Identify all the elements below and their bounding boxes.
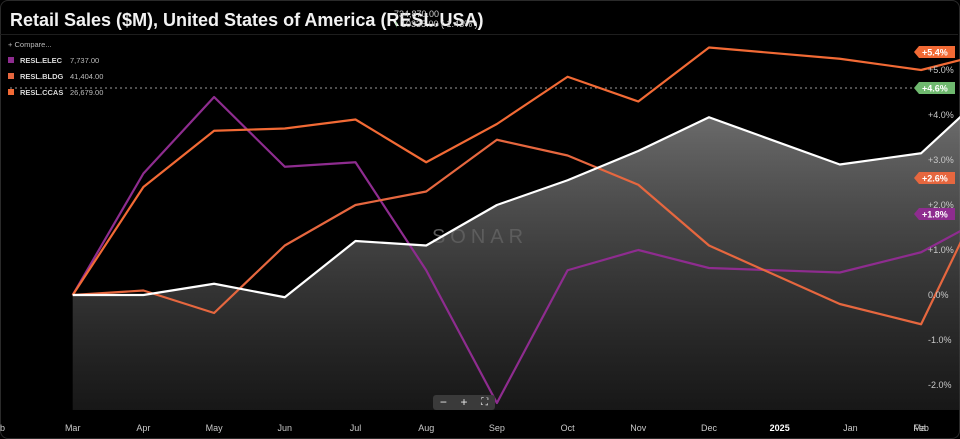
end-value-badge (914, 172, 955, 184)
compare-label: Compare... (14, 40, 52, 49)
series-line-resl-elec (71, 95, 960, 405)
fit-icon[interactable]: ⛶ (481, 397, 489, 408)
legend-swatch (8, 73, 14, 79)
end-value-badge (914, 46, 955, 58)
end-value-badge (914, 82, 955, 94)
x-tick-label: Dec (701, 423, 718, 433)
x-tick-label: May (206, 423, 224, 433)
legend-item[interactable]: RESL.CCAS 26,679.00 (8, 84, 103, 100)
legend-value: 7,737.00 (70, 55, 100, 65)
legend-swatch (8, 57, 14, 63)
y-tick-label: -1.0% (928, 335, 952, 345)
current-value: 734,870.00 (394, 9, 440, 19)
arrow-up-icon: ↑ (394, 19, 399, 29)
series-line-resl-ccas (71, 46, 960, 296)
end-value-label: +5.4% (922, 48, 948, 58)
zoom-out-button[interactable]: − (439, 395, 447, 409)
zoom-controls: − + ⛶ (433, 395, 495, 410)
x-tick-label: Jul (350, 423, 362, 433)
end-value-label: +2.6% (922, 174, 948, 184)
y-tick-label: +5.0% (928, 65, 954, 75)
y-tick-label: +4.0% (928, 110, 954, 120)
legend-item[interactable]: RESL.ELEC 7,737.00 (8, 52, 103, 68)
x-tick-label: Jan (843, 423, 858, 433)
x-tick-label: Nov (630, 423, 647, 433)
x-tick-label: b (0, 423, 5, 433)
legend: + Compare... RESL.ELEC 7,737.00 RESL.BLD… (8, 40, 103, 100)
end-value-label: +1.8% (922, 210, 948, 220)
x-tick-label: Feb (913, 423, 929, 433)
legend-value: 41,404.00 (70, 71, 104, 81)
legend-value: 26,679.00 (70, 87, 104, 97)
x-tick-label: Ma (913, 423, 926, 433)
x-tick-label: 2025 (770, 423, 790, 433)
y-tick-label: 0.0% (928, 290, 949, 300)
y-tick-label: +1.0% (928, 245, 954, 255)
y-tick-label: -2.0% (928, 380, 952, 390)
y-tick-label: +2.0% (928, 200, 954, 210)
legend-name: RESL.BLDG (20, 71, 64, 81)
x-tick-label: Mar (65, 423, 81, 433)
legend-name: RESL.ELEC (20, 55, 63, 65)
y-tick-label: +3.0% (928, 155, 954, 165)
x-tick-label: Oct (561, 423, 576, 433)
end-value-label: +4.6% (922, 84, 948, 94)
plus-icon: + (8, 40, 13, 49)
x-tick-label: Jun (278, 423, 293, 433)
compare-button[interactable]: + Compare... (8, 40, 103, 49)
end-value-badge (914, 208, 955, 220)
x-tick-label: Aug (418, 423, 434, 433)
x-tick-label: Sep (489, 423, 505, 433)
area-fill (72, 117, 960, 410)
x-tick-label: Apr (136, 423, 150, 433)
series-line-resl-usa (72, 115, 960, 299)
zoom-in-button[interactable]: + (460, 395, 468, 409)
legend-item[interactable]: RESL.BLDG 41,404.00 (8, 68, 103, 84)
series-line-resl-bldg (72, 138, 960, 326)
chart-title: Retail Sales ($M), United States of Amer… (10, 10, 484, 30)
value-readout: 734,870.00 ↑ 10335.00 ( 1.43% ) (394, 9, 478, 29)
header-divider (0, 34, 958, 35)
change-value: 10335.00 ( 1.43% ) (401, 19, 478, 29)
legend-swatch (8, 89, 14, 95)
legend-name: RESL.CCAS (20, 87, 64, 97)
